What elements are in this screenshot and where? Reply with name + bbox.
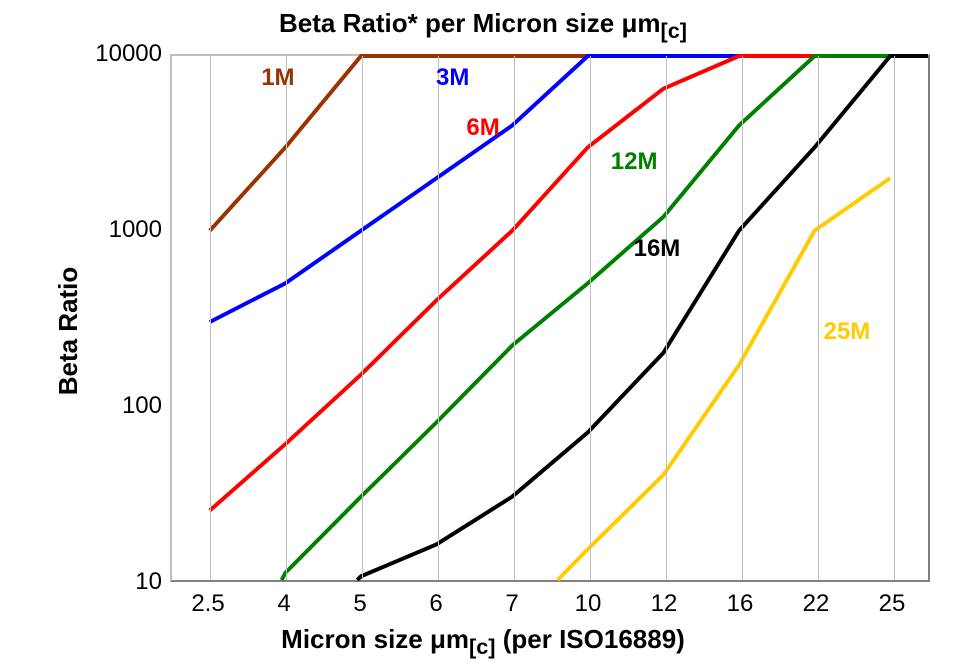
y-tick-label: 100: [72, 392, 162, 420]
grid-line: [590, 56, 591, 580]
y-tick-label: 10: [72, 568, 162, 596]
plot-area: [170, 54, 930, 582]
xlabel-unit: μm[c]: [430, 624, 496, 654]
y-tick-label: 10000: [72, 40, 162, 68]
x-tick-label: 25: [879, 590, 906, 618]
x-tick-label: 4: [277, 590, 290, 618]
grid-line: [210, 56, 211, 580]
xlabel-prefix: Micron size: [281, 624, 430, 654]
series-label-3M: 3M: [436, 64, 469, 92]
series-label-12M: 12M: [611, 148, 658, 176]
series-label-1M: 1M: [261, 64, 294, 92]
x-axis-label: Micron size μm[c] (per ISO16889): [0, 624, 966, 660]
series-label-25M: 25M: [824, 318, 871, 346]
series-label-6M: 6M: [466, 114, 499, 142]
x-tick-label: 12: [651, 590, 678, 618]
series-line-3M: [210, 56, 928, 322]
title-prefix: Beta Ratio* per Micron size: [279, 8, 621, 38]
grid-line: [514, 56, 515, 580]
series-line-6M: [210, 56, 928, 510]
xlabel-suffix: (per ISO16889): [496, 624, 685, 654]
x-tick-label: 7: [505, 590, 518, 618]
series-label-16M: 16M: [634, 235, 681, 263]
x-tick-label: 22: [803, 590, 830, 618]
x-tick-label: 2.5: [191, 590, 224, 618]
x-tick-label: 10: [575, 590, 602, 618]
grid-line: [742, 56, 743, 580]
beta-ratio-chart: Beta Ratio* per Micron size μm[c] Beta R…: [0, 0, 966, 662]
grid-line: [362, 56, 363, 580]
grid-line: [894, 56, 895, 580]
chart-title: Beta Ratio* per Micron size μm[c]: [0, 8, 966, 44]
x-tick-label: 5: [353, 590, 366, 618]
grid-line: [438, 56, 439, 580]
x-tick-label: 6: [429, 590, 442, 618]
series-line-25M: [558, 178, 891, 580]
grid-line: [818, 56, 819, 580]
title-unit: μm[c]: [621, 8, 687, 38]
y-axis-label: Beta Ratio: [53, 267, 84, 396]
grid-line: [666, 56, 667, 580]
y-tick-label: 1000: [72, 216, 162, 244]
x-tick-label: 16: [727, 590, 754, 618]
grid-line: [286, 56, 287, 580]
